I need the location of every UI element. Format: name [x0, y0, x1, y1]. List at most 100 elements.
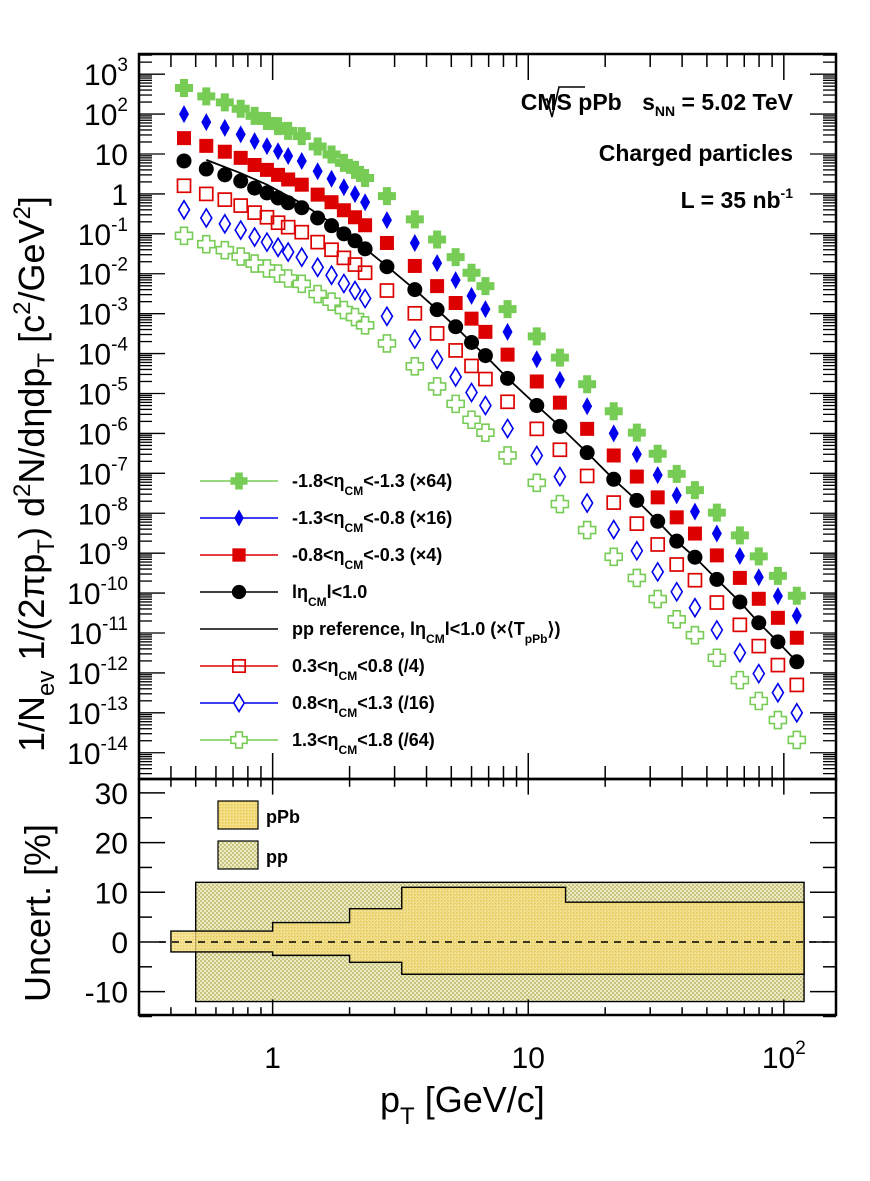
data-point	[356, 169, 375, 188]
data-point	[247, 205, 262, 220]
data-point	[292, 274, 312, 294]
data-point	[606, 471, 622, 487]
y-tick-label: 10-9	[78, 534, 128, 571]
data-point	[379, 235, 394, 250]
data-point	[768, 710, 788, 730]
data-point	[310, 234, 326, 250]
series-1	[179, 105, 802, 625]
data-point	[707, 503, 726, 522]
data-point	[407, 305, 423, 321]
data-point	[217, 167, 233, 183]
data-point	[752, 663, 766, 685]
data-point	[753, 568, 764, 587]
data-point	[448, 319, 464, 335]
data-point	[217, 192, 233, 207]
data-point	[790, 702, 804, 724]
y-tick-label: 30	[95, 778, 128, 811]
data-point	[730, 526, 749, 545]
x-tick-label: 10	[512, 1042, 545, 1075]
y-tick-label: 10-8	[78, 494, 128, 531]
legend-marker-icon	[232, 548, 246, 562]
data-point	[199, 138, 214, 153]
spectra-points	[174, 79, 807, 750]
data-point	[606, 495, 622, 510]
data-point	[604, 547, 624, 567]
data-point	[196, 234, 216, 254]
data-point	[324, 242, 339, 258]
legend-label: -0.8<ηCM<-0.3 (×4)	[292, 545, 442, 572]
data-point	[201, 113, 212, 132]
data-point	[606, 448, 621, 463]
lower-panel: 30 20 10 0 -10 1 10 102 pPb pp Uncert. [%] pT …	[17, 777, 838, 1130]
data-point	[448, 296, 463, 311]
band-outline	[170, 886, 805, 975]
data-point	[175, 79, 194, 98]
data-point	[247, 180, 263, 196]
data-point	[627, 423, 646, 442]
data-point	[772, 587, 783, 606]
info-luminosity: L = 35 nb-1	[681, 185, 794, 213]
data-point	[629, 516, 645, 531]
data-point	[337, 272, 351, 295]
legend-swatch-ppb	[217, 800, 259, 830]
data-point	[749, 691, 769, 711]
y-tick-label: 10-3	[78, 295, 128, 332]
data-point	[296, 151, 307, 170]
data-point	[770, 657, 786, 673]
data-point	[751, 615, 767, 631]
legend-marker-icon	[230, 731, 248, 749]
data-point	[477, 348, 493, 364]
data-point	[604, 402, 623, 421]
lower-plot-frame	[137, 777, 838, 1017]
legend-entry: -1.8<ηCM<-1.3 (×64)	[200, 471, 452, 498]
y-tick-label: 10-7	[78, 454, 128, 491]
data-point	[577, 520, 597, 540]
y-tick-label: 20	[95, 828, 128, 861]
data-point	[669, 557, 685, 572]
data-point	[478, 371, 493, 387]
data-point	[527, 327, 546, 346]
data-point	[271, 236, 285, 258]
data-point	[311, 256, 325, 278]
legend-entry: 0.8<ηCM<1.3 (/16)	[200, 692, 435, 720]
y-tick-label: 10-12	[67, 654, 128, 691]
data-point	[707, 648, 727, 668]
data-point	[381, 211, 392, 230]
data-point	[407, 258, 422, 273]
data-point	[476, 423, 495, 443]
y-tick-label: 10-11	[69, 614, 128, 651]
data-point	[233, 198, 249, 213]
data-point	[552, 418, 568, 434]
data-point	[651, 561, 665, 583]
data-point	[732, 617, 748, 633]
data-point	[749, 547, 768, 566]
data-point	[529, 374, 544, 389]
data-point	[231, 99, 250, 118]
upper-y-tick-labels: 10310210110-110-210-310-410-510-610-710-…	[67, 55, 128, 771]
legend-entry: -0.8<ηCM<-0.3 (×4)	[200, 545, 442, 572]
data-point	[789, 630, 804, 645]
data-point	[552, 442, 568, 458]
data-point	[631, 445, 642, 464]
data-point	[235, 125, 246, 144]
data-point	[464, 311, 479, 326]
band-bin	[272, 922, 350, 956]
data-point	[270, 215, 286, 231]
sqrt-sign-icon	[542, 86, 585, 118]
data-point	[579, 445, 595, 461]
series-2	[177, 131, 804, 645]
data-point	[357, 241, 373, 257]
data-point	[249, 132, 260, 151]
data-point	[787, 730, 807, 750]
data-point	[550, 348, 569, 367]
data-point	[377, 334, 397, 353]
data-point	[751, 638, 767, 654]
data-point	[751, 591, 766, 606]
upper-legend: -1.8<ηCM<-1.3 (×64) -1.3<ηCM<-0.8 (×16) -0…	[200, 471, 560, 757]
data-point	[710, 619, 724, 641]
data-point	[531, 350, 542, 369]
data-point	[550, 494, 570, 514]
legend-label: -1.3<ηCM<-0.8 (×16)	[292, 508, 452, 535]
data-point	[355, 316, 375, 335]
data-point	[294, 177, 309, 192]
